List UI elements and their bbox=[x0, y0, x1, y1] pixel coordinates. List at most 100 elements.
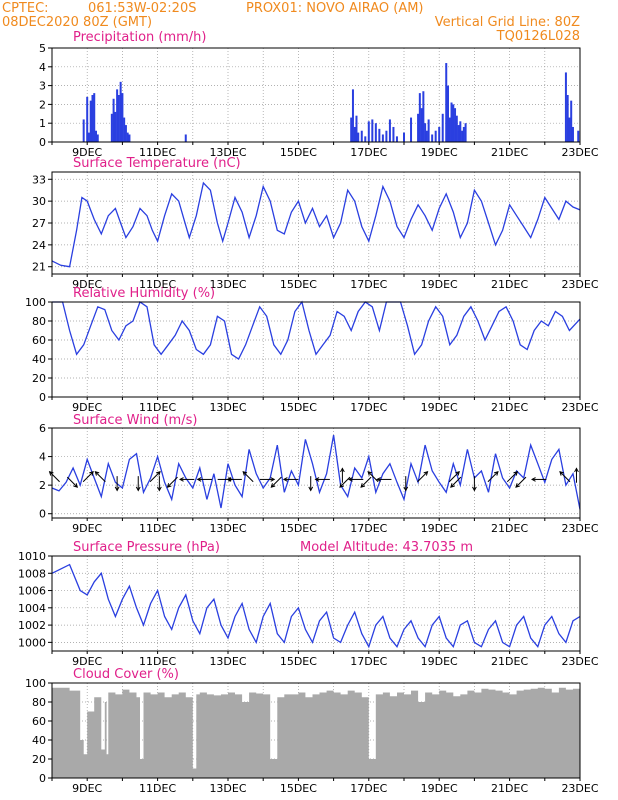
wind-arrow-shaft bbox=[270, 476, 282, 488]
wind-arrow-head bbox=[157, 486, 162, 492]
wind-arrow bbox=[82, 470, 94, 483]
y-tick-label: 80 bbox=[32, 696, 46, 709]
y-tick-label: 100 bbox=[25, 677, 46, 690]
precip-bar bbox=[184, 134, 187, 142]
x-tick-label: 17DEC bbox=[350, 782, 387, 795]
wind-arrow bbox=[157, 476, 162, 492]
panel-title: Surface Pressure (hPa) bbox=[73, 540, 220, 555]
wind-arrow-head bbox=[559, 470, 564, 476]
wind-arrow-shaft bbox=[49, 471, 60, 483]
panel-title: Relative Humidity (%) bbox=[73, 286, 215, 301]
panel-frame bbox=[51, 47, 581, 143]
x-tick-label: 19DEC bbox=[421, 278, 458, 291]
y-tick-label: 2 bbox=[39, 479, 46, 492]
precip-bar bbox=[454, 108, 457, 142]
precip-bar bbox=[124, 125, 127, 142]
y-tick-label: 5 bbox=[39, 42, 46, 55]
panel-surface-wind-m-s: Surface Wind (m/s) 0 2 4 6 9DEC 11DEC 13DEC 15DE… bbox=[39, 413, 599, 535]
wind-arrow-head bbox=[94, 470, 100, 476]
y-tick-label: 100 bbox=[25, 296, 46, 309]
wind-arrow-head bbox=[135, 486, 141, 492]
wind-arrow-head bbox=[574, 467, 579, 473]
x-tick-label: 17DEC bbox=[350, 655, 387, 668]
wind-arrow bbox=[515, 476, 527, 488]
precip-bar bbox=[410, 117, 413, 142]
x-tick-label: 13DEC bbox=[209, 522, 246, 535]
x-tick-label: 13DEC bbox=[209, 401, 246, 414]
precip-bar bbox=[445, 63, 448, 142]
wind-arrow bbox=[308, 476, 314, 492]
x-tick-label: 23DEC bbox=[561, 655, 598, 668]
wind-arrow-head bbox=[314, 477, 320, 482]
x-tick-label: 11DEC bbox=[139, 146, 176, 159]
x-tick-label: 9DEC bbox=[72, 146, 102, 159]
wind-arrow bbox=[66, 476, 79, 488]
precip-bar bbox=[392, 126, 395, 142]
x-tick-label: 19DEC bbox=[421, 655, 458, 668]
wind-arrow bbox=[196, 477, 212, 482]
x-tick-label: 13DEC bbox=[209, 146, 246, 159]
wind-arrow-shaft bbox=[66, 476, 78, 488]
x-tick-label: 11DEC bbox=[139, 522, 176, 535]
precip-bar bbox=[422, 91, 425, 142]
precip-bar bbox=[119, 81, 122, 142]
precip-bar bbox=[420, 108, 423, 142]
x-tick-label: 13DEC bbox=[209, 278, 246, 291]
x-tick-label: 9DEC bbox=[72, 655, 102, 668]
wind-arrow bbox=[339, 476, 351, 488]
precip-bar bbox=[418, 93, 421, 142]
panel-frame bbox=[51, 555, 581, 652]
panel-frame bbox=[51, 171, 581, 275]
precip-bar bbox=[112, 98, 115, 142]
y-tick-label: 1002 bbox=[18, 619, 46, 632]
precip-bar bbox=[447, 85, 449, 142]
x-tick-label: 15DEC bbox=[280, 401, 317, 414]
wind-arrow bbox=[270, 476, 282, 488]
wind-arrow-head bbox=[89, 470, 94, 476]
x-tick-label: 15DEC bbox=[280, 146, 317, 159]
y-tick-label: 60 bbox=[32, 715, 46, 728]
precip-bar bbox=[123, 117, 126, 142]
y-tick-label: 3 bbox=[39, 80, 46, 93]
series-line bbox=[51, 563, 581, 649]
header-point: PROX01: NOVO AIRAO (AM) bbox=[246, 1, 424, 16]
y-tick-label: 6 bbox=[39, 422, 46, 435]
y-tick-label: 60 bbox=[32, 334, 46, 347]
precip-bar bbox=[121, 93, 124, 142]
x-tick-label: 9DEC bbox=[72, 278, 102, 291]
precip-bar bbox=[457, 125, 460, 142]
wind-arrow bbox=[166, 476, 178, 488]
panel-title: Precipitation (mm/h) bbox=[73, 30, 206, 45]
wind-arrow bbox=[559, 470, 571, 483]
x-tick-label: 11DEC bbox=[139, 278, 176, 291]
panel-title: Surface Temperature (nC) bbox=[73, 156, 241, 171]
wind-arrow bbox=[487, 470, 499, 483]
panel-frame bbox=[51, 682, 581, 779]
wind-arrow-head bbox=[530, 477, 536, 482]
wind-arrow bbox=[530, 477, 547, 482]
precip-bar bbox=[87, 132, 90, 142]
x-tick-label: 11DEC bbox=[139, 401, 176, 414]
y-tick-label: 1006 bbox=[18, 585, 46, 598]
series-line bbox=[51, 181, 581, 268]
x-tick-label: 17DEC bbox=[350, 278, 387, 291]
wind-arrow bbox=[376, 477, 392, 482]
wind-arrow-shaft bbox=[167, 476, 178, 488]
precip-bar bbox=[351, 89, 354, 142]
wind-arrow bbox=[114, 476, 120, 492]
x-tick-label: 11DEC bbox=[139, 782, 176, 795]
wind-arrow-head bbox=[513, 470, 519, 476]
y-tick-label: 4 bbox=[39, 61, 46, 74]
wind-arrow-shaft bbox=[82, 471, 94, 483]
x-tick-label: 21DEC bbox=[491, 278, 528, 291]
precip-bar bbox=[425, 130, 428, 142]
panel-cloud-cover: Cloud Cover (%) 0 20 40 60 80 100 9DEC 11DEC 13DE… bbox=[25, 667, 599, 795]
wind-arrow-head bbox=[376, 477, 381, 482]
precip-bar bbox=[385, 130, 388, 142]
wind-arrow-head bbox=[347, 477, 353, 482]
wind-arrow-head bbox=[166, 483, 172, 488]
header-date: 08DEC2020 80Z (GMT) bbox=[2, 15, 152, 30]
wind-arrow-head bbox=[493, 470, 499, 476]
precip-bar bbox=[117, 95, 120, 142]
